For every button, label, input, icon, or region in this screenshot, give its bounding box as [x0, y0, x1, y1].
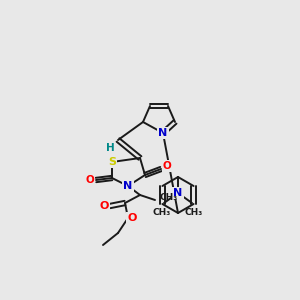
Text: CH₃: CH₃: [185, 208, 203, 217]
Text: O: O: [163, 161, 171, 171]
Text: O: O: [85, 175, 94, 185]
Text: S: S: [108, 157, 116, 167]
Text: N: N: [158, 128, 168, 138]
Text: N: N: [173, 188, 183, 198]
Text: O: O: [99, 201, 109, 211]
Text: N: N: [123, 181, 133, 191]
Text: O: O: [127, 213, 137, 223]
Text: H: H: [106, 143, 114, 153]
Text: CH₃: CH₃: [153, 208, 171, 217]
Text: CH₃: CH₃: [160, 194, 178, 202]
